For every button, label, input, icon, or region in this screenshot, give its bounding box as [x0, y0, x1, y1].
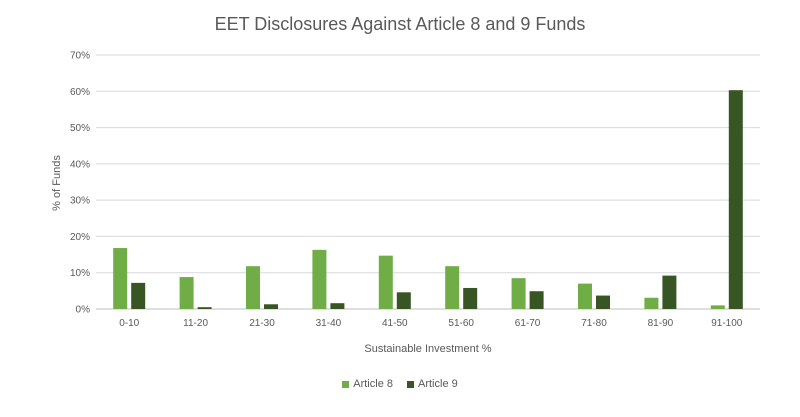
bar-article-9-61-70 [529, 291, 544, 309]
chart-title: EET Disclosures Against Article 8 and 9 … [214, 14, 586, 34]
legend-item-article-8: Article 8 [342, 378, 393, 390]
x-axis-ticks: 0-10 11-20 21-30 31-40 41-50 51-60 61-70 71-80 8… [119, 318, 743, 329]
bar-article-8-0-10 [113, 248, 128, 309]
y-axis-ticks: 0% 10% 20% 30% 40% 50% 60% 70% [70, 51, 90, 316]
bar-article-8-81-90 [644, 297, 659, 309]
bar-article-9-21-30 [264, 304, 278, 309]
legend-swatch-article-8 [342, 380, 350, 388]
legend-label-article-8: Article 8 [353, 378, 393, 390]
x-tick-label: 21-30 [249, 318, 275, 329]
bar-article-8-71-80 [578, 283, 592, 309]
y-tick-label: 60% [70, 87, 90, 98]
y-tick-label: 10% [70, 268, 90, 279]
bar-article-9-0-10 [131, 282, 146, 309]
legend-label-article-9: Article 9 [418, 378, 458, 390]
x-tick-label: 91-100 [711, 318, 743, 329]
bar-article-9-31-40 [330, 303, 345, 309]
x-tick-label: 31-40 [316, 318, 342, 329]
bar-article-9-41-50 [396, 292, 411, 309]
bars [113, 90, 743, 309]
bar-article-8-91-100 [710, 305, 725, 309]
legend-item-article-9: Article 9 [407, 378, 458, 390]
y-axis-title: % of Funds [51, 155, 63, 211]
x-tick-label: 0-10 [119, 318, 139, 329]
y-tick-label: 20% [70, 232, 90, 243]
y-tick-label: 50% [70, 123, 90, 134]
bar-article-8-21-30 [246, 266, 260, 309]
gridlines [96, 54, 760, 310]
x-tick-label: 51-60 [448, 318, 474, 329]
y-tick-label: 40% [70, 159, 90, 170]
bar-article-8-11-20 [179, 277, 194, 309]
bar-article-9-91-100 [728, 90, 743, 309]
x-tick-label: 41-50 [382, 318, 408, 329]
x-tick-label: 71-80 [581, 318, 607, 329]
bar-article-8-61-70 [511, 278, 526, 309]
bar-article-9-11-20 [197, 307, 212, 309]
bar-article-9-81-90 [662, 275, 677, 309]
y-tick-label: 30% [70, 196, 90, 207]
bar-article-8-31-40 [312, 249, 327, 309]
x-tick-label: 11-20 [183, 318, 208, 329]
x-tick-label: 61-70 [515, 318, 541, 329]
bar-article-9-71-80 [596, 295, 610, 309]
bar-article-8-51-60 [445, 266, 460, 309]
y-tick-label: 70% [70, 51, 90, 62]
bar-article-8-41-50 [378, 255, 393, 309]
bar-article-9-51-60 [463, 287, 478, 309]
x-tick-label: 81-90 [648, 318, 674, 329]
legend-swatch-article-9 [407, 380, 414, 388]
y-tick-label: 0% [76, 305, 91, 316]
x-axis-title: Sustainable Investment % [364, 343, 491, 355]
legend: Article 8 Article 9 [0, 378, 800, 390]
